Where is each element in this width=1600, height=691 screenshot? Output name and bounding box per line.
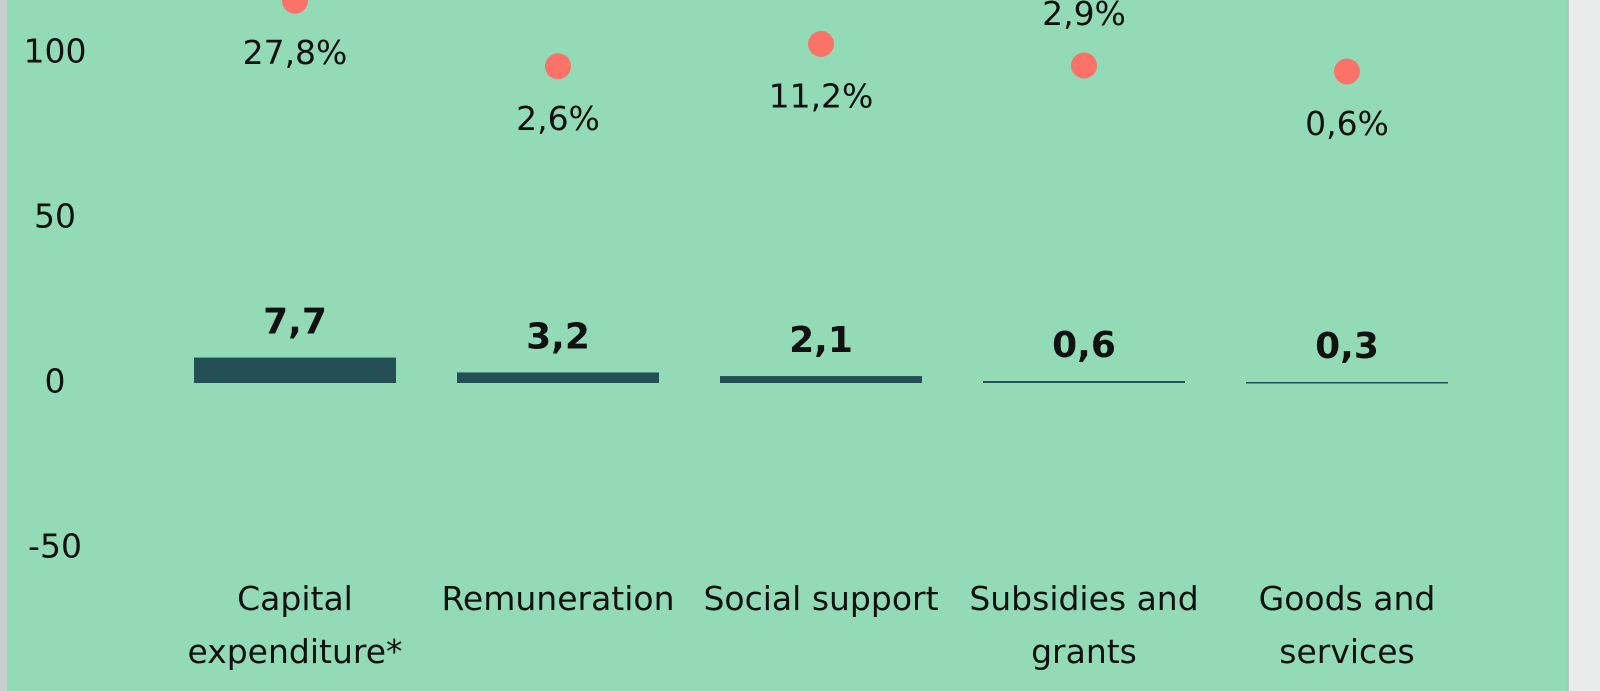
dot-value-label: 27,8% (243, 33, 348, 72)
dot (808, 30, 834, 57)
x-tick-label: Capital expenditure* (187, 579, 403, 671)
x-tick-label-box: Subsidies and grants (969, 579, 1199, 671)
right-border (1568, 0, 1600, 691)
dot-value-label: 2,9% (1042, 0, 1126, 33)
dot-value-label: 2,6% (516, 99, 600, 138)
x-tick-label: Subsidies and grants (969, 579, 1199, 671)
dot (1334, 58, 1360, 85)
bar (457, 372, 659, 383)
x-tick-label: Goods and services (1258, 579, 1436, 671)
left-border (0, 0, 7, 691)
x-tick-label: Remuneration (441, 579, 675, 618)
x-tick-label: Social support (703, 579, 939, 618)
x-tick-label-box: Goods and services (1258, 579, 1436, 671)
bar (194, 357, 396, 383)
dot-value-label: 0,6% (1305, 104, 1389, 143)
y-tick-label: 100 (24, 32, 87, 71)
bar-value-label: 3,2 (526, 316, 590, 357)
x-tick-label-box: Remuneration (441, 579, 675, 618)
dot-value-label: 11,2% (769, 76, 874, 115)
x-tick-label-box: Social support (703, 579, 939, 618)
bar (983, 381, 1185, 383)
bar-value-label: 0,3 (1315, 326, 1379, 367)
x-tick-label-box: Capital expenditure* (187, 579, 403, 671)
y-tick-label: -50 (28, 527, 82, 566)
dot (1071, 52, 1097, 79)
plot-background (7, 0, 1568, 691)
bar (720, 376, 922, 383)
y-tick-label: 0 (45, 362, 66, 401)
bar-value-label: 2,1 (789, 320, 853, 361)
bar-value-label: 0,6 (1052, 325, 1116, 366)
bar (1246, 382, 1448, 384)
y-tick-label: 50 (34, 197, 76, 236)
bar-value-label: 7,7 (263, 302, 327, 343)
dot (282, 0, 308, 14)
dot (545, 53, 571, 80)
